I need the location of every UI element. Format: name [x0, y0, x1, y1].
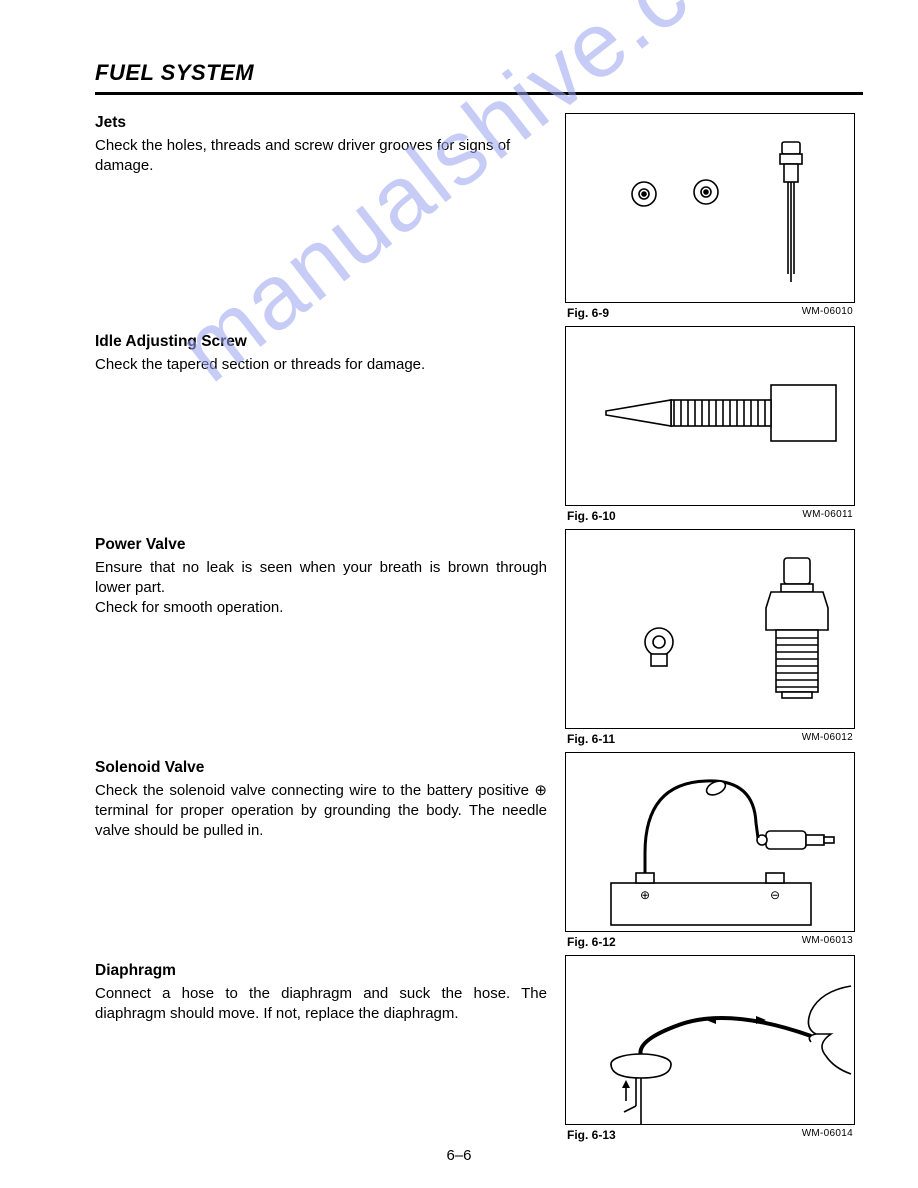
fig-code-6-13: WM-06014 — [802, 1128, 853, 1142]
section-idle: Idle Adjusting Screw Check the tapered s… — [95, 326, 863, 523]
section-power: Power Valve Ensure that no leak is seen … — [95, 529, 863, 746]
section-solenoid: Solenoid Valve Check the solenoid valve … — [95, 752, 863, 949]
body-jets: Check the holes, threads and screw drive… — [95, 136, 547, 177]
body-solenoid: Check the solenoid valve connecting wire… — [95, 781, 547, 842]
body-idle: Check the tapered section or threads for… — [95, 355, 547, 375]
fig-code-6-10: WM-06011 — [802, 509, 853, 523]
section-diaphragm: Diaphragm Connect a hose to the diaphrag… — [95, 955, 863, 1142]
figure-6-10 — [565, 326, 855, 506]
fig-num-6-9: Fig. 6-9 — [567, 306, 609, 320]
figure-6-13 — [565, 955, 855, 1125]
fig-num-6-12: Fig. 6-12 — [567, 935, 616, 949]
fig-num-6-11: Fig. 6-11 — [567, 732, 615, 746]
figure-6-9 — [565, 113, 855, 303]
body-diaphragm: Connect a hose to the diaphragm and suck… — [95, 984, 547, 1025]
figure-6-12: ⊕ ⊖ — [565, 752, 855, 932]
fig-num-6-13: Fig. 6-13 — [567, 1128, 616, 1142]
fig-code-6-11: WM-06012 — [802, 732, 853, 746]
fig-code-6-9: WM-06010 — [802, 306, 853, 320]
section-jets: Jets Check the holes, threads and screw … — [95, 113, 863, 320]
heading-diaphragm: Diaphragm — [95, 961, 547, 982]
heading-idle: Idle Adjusting Screw — [95, 332, 547, 353]
page-header: FUEL SYSTEM — [95, 60, 863, 95]
svg-text:⊖: ⊖ — [770, 888, 780, 902]
heading-power: Power Valve — [95, 535, 547, 556]
svg-text:⊕: ⊕ — [640, 888, 650, 902]
fig-code-6-12: WM-06013 — [802, 935, 853, 949]
heading-solenoid: Solenoid Valve — [95, 758, 547, 779]
fig-num-6-10: Fig. 6-10 — [567, 509, 616, 523]
page-footer: 6–6 — [0, 1147, 918, 1164]
heading-jets: Jets — [95, 113, 547, 134]
body-power: Ensure that no leak is seen when your br… — [95, 558, 547, 619]
figure-6-11 — [565, 529, 855, 729]
